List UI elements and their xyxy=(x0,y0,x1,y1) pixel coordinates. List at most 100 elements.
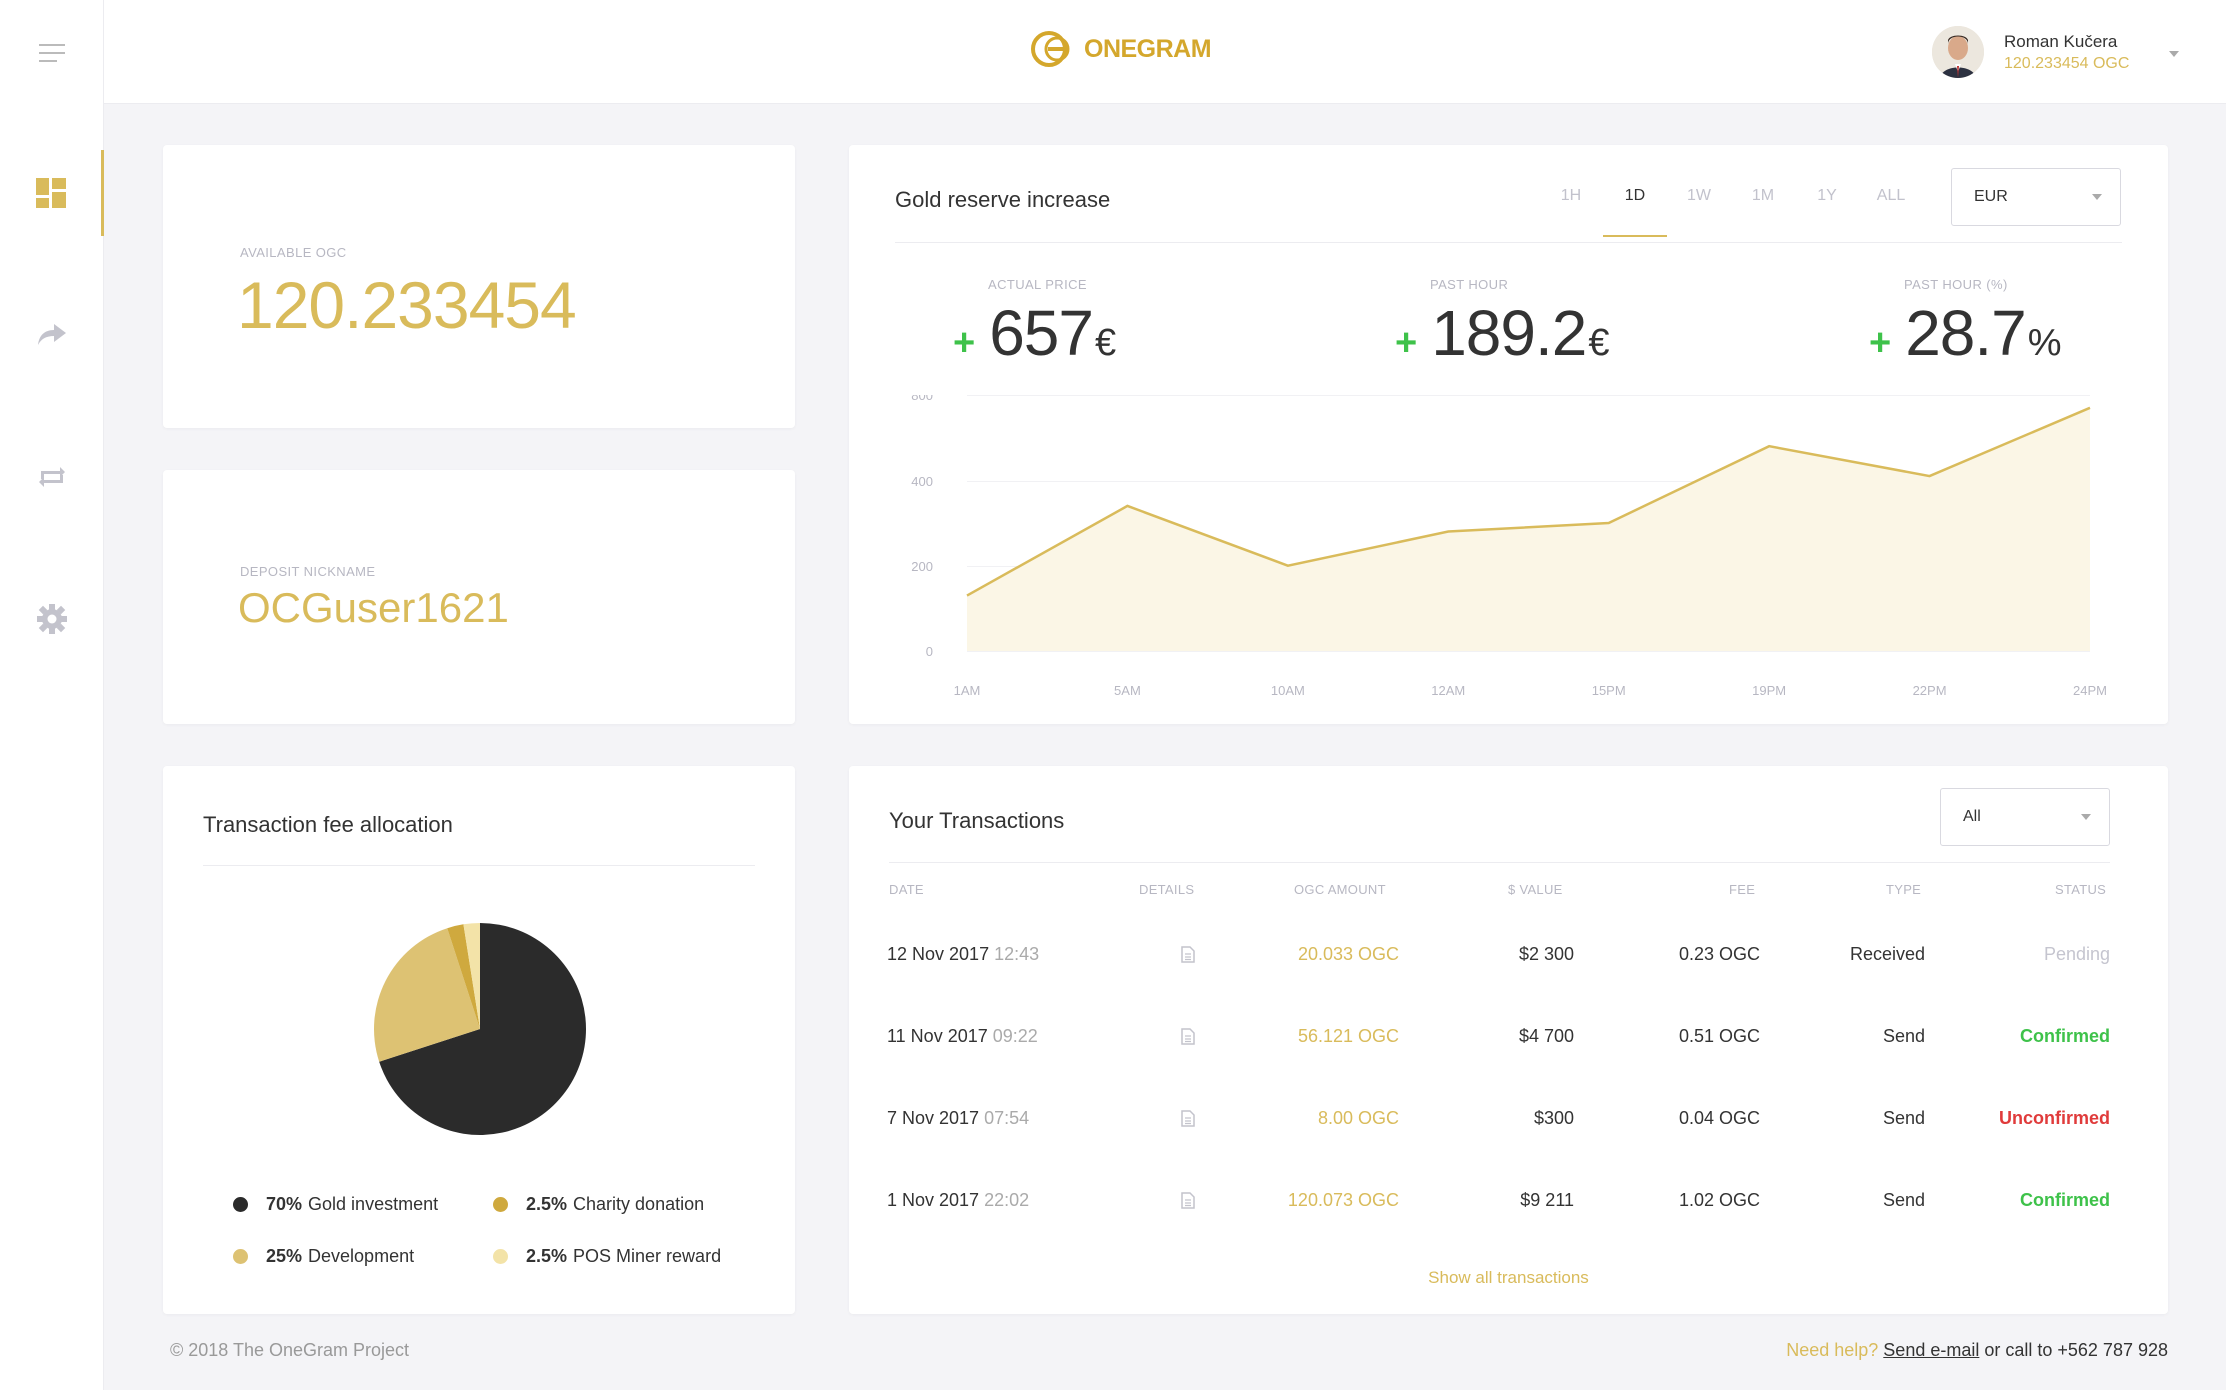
chevron-down-icon[interactable] xyxy=(2169,51,2180,57)
footer-copyright: © 2018 The OneGram Project xyxy=(170,1340,410,1360)
cell-status: Unconfirmed xyxy=(1998,1108,2110,1128)
col-type: TYPE xyxy=(1886,882,1922,897)
legend-dot xyxy=(233,1249,248,1264)
col-ogc-amount: OGC AMOUNT xyxy=(1294,882,1386,897)
x-tick-label: 24PM xyxy=(2073,683,2107,698)
nickname-label: DEPOSIT NICKNAME xyxy=(240,564,376,579)
tx-time: 07:54 xyxy=(984,1108,1030,1128)
legend-name: POS Miner reward xyxy=(573,1246,722,1266)
x-tick-label: 12AM xyxy=(1431,683,1465,698)
stat-value: 28.7 xyxy=(1905,297,2027,369)
footer-help: Need help? Send e-mail or call to +562 7… xyxy=(1786,1340,2168,1361)
user-info: Roman Kučera 120.233454 OGC xyxy=(2004,32,2129,73)
tab-all[interactable]: ALL xyxy=(1876,187,1906,204)
gear-icon xyxy=(37,604,67,634)
sidebar-item-dashboard[interactable] xyxy=(0,150,104,236)
col-date: DATE xyxy=(889,882,924,897)
top-header: ONEGRAM Roman Kučera 120.233454 OGC xyxy=(104,0,2226,104)
sidebar-item-send[interactable] xyxy=(0,292,104,378)
tab-1y[interactable]: 1Y xyxy=(1817,187,1837,204)
legend-pct: 25% xyxy=(266,1246,303,1266)
onegram-logo-icon xyxy=(1031,31,1070,67)
series-line xyxy=(966,406,2091,597)
document-icon[interactable] xyxy=(1181,1110,1195,1132)
cell-value: $4 700 xyxy=(1518,1026,1574,1046)
legend-pct: 2.5% xyxy=(526,1246,568,1266)
tab-1m[interactable]: 1M xyxy=(1751,187,1775,204)
fee-divider xyxy=(203,865,755,866)
currency-select[interactable]: EUR xyxy=(1951,168,2121,226)
cell-type: Send xyxy=(1882,1108,1925,1128)
y-tick-label: 800 xyxy=(911,395,933,403)
sidebar xyxy=(0,0,104,1390)
sidebar-item-exchange[interactable] xyxy=(0,434,104,520)
cell-status: Confirmed xyxy=(2020,1190,2110,1210)
cell-status: Pending xyxy=(2043,944,2110,964)
cell-value: $9 211 xyxy=(1520,1190,1574,1210)
stat-label: PAST HOUR xyxy=(1430,277,1509,292)
tx-divider xyxy=(889,862,2110,863)
col-fee: FEE xyxy=(1729,882,1756,897)
legend-development: 25% Development xyxy=(233,1246,414,1267)
fee-allocation-card: Transaction fee allocation 70% Gold inve… xyxy=(163,766,795,1314)
stat-unit: % xyxy=(2027,322,2062,364)
y-tick-label: 400 xyxy=(911,474,933,489)
document-icon[interactable] xyxy=(1181,1028,1195,1050)
cell-date: 12 Nov 2017 12:43 xyxy=(887,944,1039,965)
col-status: STATUS xyxy=(2055,882,2107,897)
legend-pct: 2.5% xyxy=(526,1194,568,1214)
stat-label: ACTUAL PRICE xyxy=(988,277,1087,292)
document-icon[interactable] xyxy=(1181,1192,1195,1214)
tx-date: 1 Nov 2017 xyxy=(887,1190,980,1210)
cell-date: 7 Nov 2017 07:54 xyxy=(887,1108,1029,1129)
legend-dot xyxy=(233,1197,248,1212)
sidebar-item-settings[interactable] xyxy=(0,576,104,662)
dashboard-icon xyxy=(35,178,66,208)
nickname-value: OCGuser1621 xyxy=(238,584,509,631)
show-all-transactions-link[interactable]: Show all transactions xyxy=(1428,1268,1589,1287)
stat-value: 189.2 xyxy=(1431,297,1587,369)
legend-charity: 2.5% Charity donation xyxy=(493,1194,704,1215)
stat-value: 657 xyxy=(989,297,1094,369)
transactions-filter-select[interactable]: All xyxy=(1940,788,2110,846)
currency-value: EUR xyxy=(1974,188,2008,205)
x-tick-label: 15PM xyxy=(1592,683,1626,698)
document-icon[interactable] xyxy=(1181,946,1195,968)
gold-title: Gold reserve increase xyxy=(895,187,1111,212)
user-menu[interactable]: Roman Kučera 120.233454 OGC xyxy=(1932,26,2180,78)
balance-value: 120.233454 xyxy=(237,268,577,342)
logo-text: ONEGRAM xyxy=(1084,34,1212,63)
nickname-card: DEPOSIT NICKNAME OCGuser1621 xyxy=(163,470,795,724)
pie-slice xyxy=(463,923,480,1029)
pie-slice xyxy=(447,924,480,1029)
cell-status: Confirmed xyxy=(2020,1026,2110,1046)
transactions-card: Your Transactions All DATE DETAILS OGC A… xyxy=(849,766,2168,1314)
exchange-icon xyxy=(39,467,65,487)
cell-fee: 1.02 OGC xyxy=(1678,1190,1760,1210)
cell-amount: 120.073 OGC xyxy=(1287,1190,1399,1210)
user-name: Roman Kučera xyxy=(2004,31,2118,51)
legend-dot xyxy=(493,1249,508,1264)
y-tick-label: 0 xyxy=(926,644,933,659)
gold-reserve-card: Gold reserve increase 1H 1D 1W 1M 1Y ALL… xyxy=(849,145,2168,724)
cell-date: 11 Nov 2017 09:22 xyxy=(887,1026,1038,1047)
gold-area-chart: 0 200 400 800 1AM 5AM 10AM 12AM 15PM 19PM 22PM 24PM xyxy=(911,395,2107,698)
cell-fee: 0.04 OGC xyxy=(1678,1108,1760,1128)
user-balance: 120.233454 OGC xyxy=(2004,54,2130,72)
tab-1h[interactable]: 1H xyxy=(1560,187,1582,204)
send-email-link[interactable]: Send e-mail xyxy=(1883,1340,1980,1360)
cell-type: Received xyxy=(1849,944,1925,964)
help-text: Need help? xyxy=(1786,1340,1879,1360)
plus-sign: + xyxy=(953,322,976,364)
stat-unit: € xyxy=(1094,322,1117,364)
stat-past-hour-pct: PAST HOUR (%) + 28.7 % xyxy=(1869,277,2062,370)
tab-1d[interactable]: 1D xyxy=(1603,187,1667,237)
pie-slice xyxy=(374,928,480,1062)
menu-button[interactable] xyxy=(0,10,104,96)
tab-1w[interactable]: 1W xyxy=(1687,187,1711,204)
hamburger-icon xyxy=(39,44,65,62)
filter-value: All xyxy=(1963,808,1981,825)
tx-date: 7 Nov 2017 xyxy=(887,1108,980,1128)
cell-fee: 0.51 OGC xyxy=(1678,1026,1760,1046)
onegram-logo[interactable]: ONEGRAM xyxy=(1030,30,1212,68)
